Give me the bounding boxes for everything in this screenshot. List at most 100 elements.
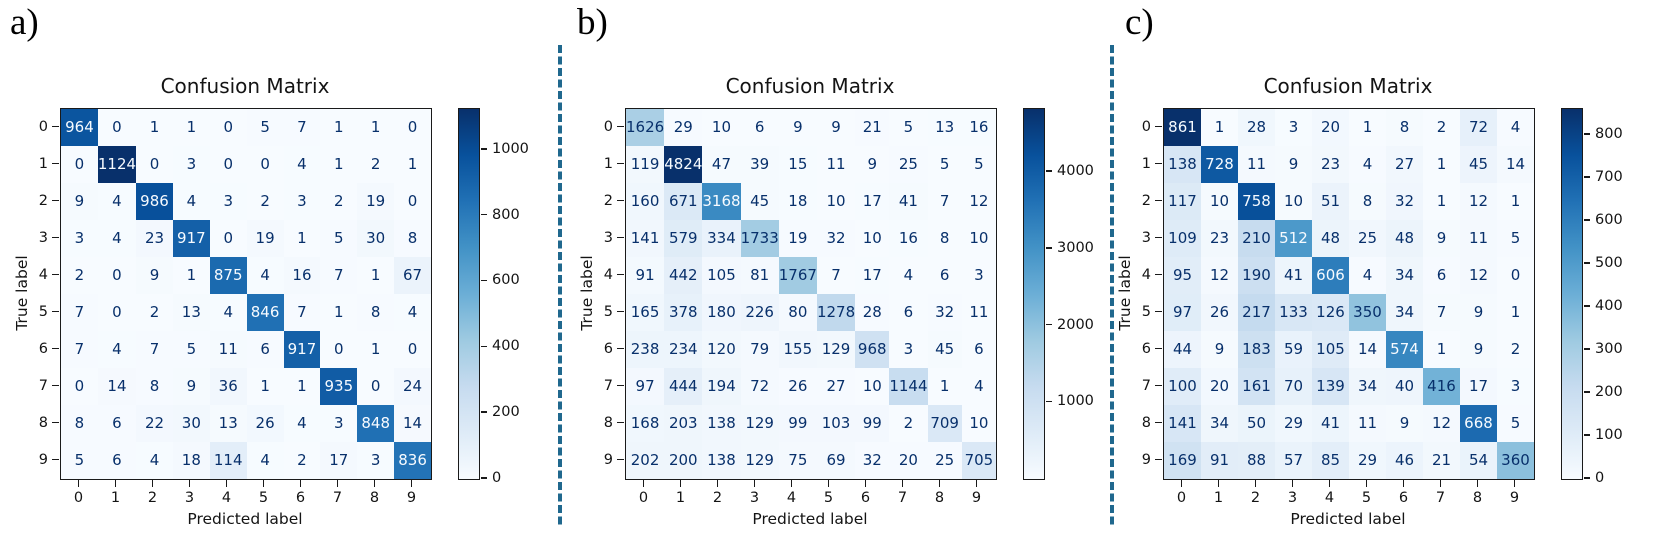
y-tick-mark — [617, 347, 624, 350]
y-tick-mark — [1155, 199, 1162, 202]
y-tick-label: 8 — [1141, 414, 1151, 431]
heatmap-cell: 5 — [61, 442, 98, 479]
heatmap-cell: 16 — [889, 220, 928, 257]
colorbar-tick-label: 400 — [1595, 298, 1623, 315]
heatmap-cell: 26 — [778, 368, 817, 405]
heatmap-cell: 0 — [209, 146, 247, 183]
colorbar-tick-mark — [1584, 176, 1590, 178]
colorbar-tick-mark — [1046, 400, 1052, 403]
heatmap-cell: 1 — [1423, 331, 1460, 368]
heatmap-cell: 203 — [664, 405, 703, 442]
heatmap-cell: 14 — [1349, 331, 1386, 368]
heatmap-cell: 141 — [1164, 405, 1201, 442]
heatmap-cell: 1 — [320, 109, 358, 146]
heatmap-cell: 7 — [1423, 294, 1460, 331]
x-tick-label: 0 — [1176, 490, 1187, 506]
x-tick-mark — [1328, 479, 1331, 487]
heatmap-cell: 100 — [1164, 368, 1201, 405]
heatmap-cell: 579 — [664, 220, 703, 257]
heatmap-cell: 129 — [740, 442, 779, 479]
x-tick-mark — [1291, 479, 1294, 487]
heatmap-cell: 444 — [664, 368, 703, 405]
y-tick-label: 2 — [1141, 192, 1151, 209]
x-tick-label: 5 — [823, 490, 834, 506]
heatmap-cell: 138 — [702, 405, 741, 442]
heatmap-cell: 4 — [1349, 146, 1386, 183]
x-axis-label: Predicted label — [752, 510, 868, 528]
heatmap-cell: 671 — [664, 183, 703, 220]
heatmap-cell: 139 — [1312, 368, 1349, 405]
colorbar-tick-mark — [481, 411, 487, 413]
heatmap-cell: 1 — [246, 368, 284, 405]
x-tick-label: 9 — [406, 490, 417, 506]
x-tick-mark — [827, 479, 830, 487]
heatmap-cell: 54 — [1460, 442, 1497, 479]
heatmap-cell: 964 — [61, 109, 98, 146]
y-tick-mark — [1155, 347, 1162, 350]
x-tick-mark — [114, 479, 117, 487]
x-tick-mark — [1476, 479, 1479, 487]
colorbar-tick-label: 100 — [1595, 427, 1623, 444]
heatmap-cell: 10 — [961, 220, 996, 257]
heatmap-cell: 1144 — [889, 368, 928, 405]
heatmap-cell: 3 — [61, 220, 98, 257]
heatmap-cell: 41 — [1275, 257, 1312, 294]
colorbar-tick-label: 1000 — [492, 140, 529, 157]
heatmap-cell: 17 — [1460, 368, 1497, 405]
heatmap-cell: 27 — [816, 368, 856, 405]
x-tick-mark — [716, 479, 719, 487]
heatmap-cell: 2 — [61, 257, 98, 294]
heatmap-cell: 0 — [61, 368, 98, 405]
heatmap-cell: 27 — [1386, 146, 1423, 183]
x-tick-mark — [1439, 479, 1442, 487]
y-tick-label: 6 — [38, 340, 48, 357]
chart-title: Confusion Matrix — [725, 74, 895, 98]
heatmap-cell: 442 — [664, 257, 703, 294]
colorbar — [1023, 108, 1045, 480]
heatmap-cell: 5 — [927, 146, 962, 183]
heatmap-cell: 986 — [136, 183, 173, 220]
y-tick-mark — [617, 162, 624, 165]
confusion-matrix-heatmap: 964 0 1 1 0 5 7 1 1 0 0 1124 0 3 0 0 4 1 2 1 9 4 986 4 3 2 3 2 19 0 3 4… — [60, 108, 432, 480]
colorbar-tick-label: 400 — [492, 338, 520, 355]
heatmap-cell: 24 — [394, 368, 431, 405]
heatmap-cell: 4 — [246, 257, 284, 294]
x-tick-label: 7 — [1435, 490, 1446, 506]
heatmap-cell: 238 — [626, 331, 665, 368]
heatmap-cell: 25 — [927, 442, 962, 479]
heatmap-cell: 18 — [172, 442, 210, 479]
heatmap-cell: 4 — [172, 183, 210, 220]
heatmap-cell: 846 — [246, 294, 284, 331]
heatmap-cell: 23 — [1201, 220, 1238, 257]
heatmap-cell: 7 — [927, 183, 962, 220]
x-tick-label: 5 — [258, 490, 269, 506]
heatmap-cell: 0 — [394, 109, 431, 146]
heatmap-cell: 0 — [136, 146, 173, 183]
heatmap-cell: 48 — [1312, 220, 1349, 257]
colorbar-tick-label: 600 — [492, 272, 520, 289]
heatmap-cell: 3 — [357, 442, 395, 479]
heatmap-cell: 2 — [357, 146, 395, 183]
heatmap-cell: 10 — [816, 183, 856, 220]
heatmap-cell: 836 — [394, 442, 431, 479]
heatmap-cell: 6 — [961, 331, 996, 368]
colorbar-tick-mark — [1584, 262, 1590, 264]
x-axis-label: Predicted label — [1290, 510, 1406, 528]
y-tick-label: 1 — [38, 155, 48, 172]
x-tick-label: 8 — [1472, 490, 1483, 506]
heatmap-cell: 0 — [97, 109, 137, 146]
x-tick-label: 3 — [749, 490, 760, 506]
heatmap-cell: 4 — [246, 442, 284, 479]
x-tick-mark — [225, 479, 228, 487]
heatmap-cell: 9 — [1423, 220, 1460, 257]
heatmap-cell: 4 — [283, 405, 321, 442]
heatmap-cell: 4 — [394, 294, 431, 331]
heatmap-cell: 40 — [1386, 368, 1423, 405]
heatmap-cell: 3 — [172, 146, 210, 183]
heatmap-cell: 1 — [1497, 294, 1534, 331]
heatmap-cell: 1124 — [97, 146, 137, 183]
y-tick-label: 9 — [1141, 451, 1151, 468]
heatmap-cell: 9 — [1460, 331, 1497, 368]
heatmap-cell: 14 — [97, 368, 137, 405]
heatmap-cell: 17 — [855, 257, 890, 294]
